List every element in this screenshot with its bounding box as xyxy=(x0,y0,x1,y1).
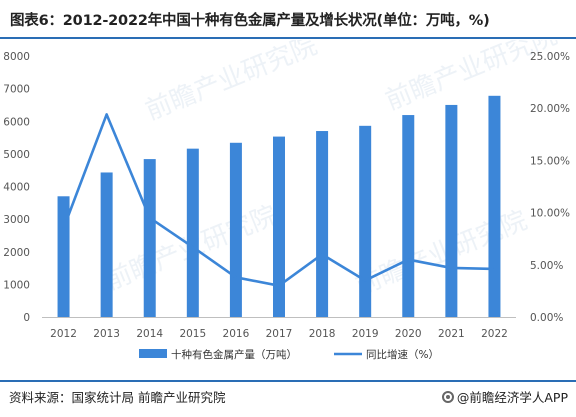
line-point xyxy=(450,266,453,270)
line-point xyxy=(105,113,108,116)
line-point xyxy=(234,276,238,279)
line-point xyxy=(407,258,410,261)
combo-chart: 前瞻产业研究院前瞻产业研究院前瞻产业研究院前瞻产业研究院010002000300… xyxy=(3,40,570,361)
x-tick-label: 2012 xyxy=(50,328,77,340)
legend-line-label: 同比增速（%） xyxy=(366,348,439,361)
bar xyxy=(143,159,156,317)
x-tick-label: 2015 xyxy=(179,328,206,340)
brand-text: @前瞻经济学人APP xyxy=(456,390,568,405)
bar xyxy=(229,142,242,317)
y-left-tick-label: 2000 xyxy=(3,247,30,259)
y-left-tick-label: 1000 xyxy=(3,279,30,291)
bar xyxy=(359,125,372,317)
legend-bar-label: 十种有色金属产量（万吨） xyxy=(171,348,297,361)
y-right-tick-label: 10.00% xyxy=(530,208,570,220)
x-tick-label: 2019 xyxy=(352,328,379,340)
bar xyxy=(402,115,415,318)
line-point xyxy=(62,227,65,230)
title-divider xyxy=(0,37,576,39)
line-point xyxy=(320,253,324,256)
y-left-tick-label: 7000 xyxy=(3,84,30,96)
brand-logo-icon xyxy=(441,390,454,403)
bar xyxy=(316,131,329,317)
bar xyxy=(100,172,113,317)
y-left-tick-label: 5000 xyxy=(3,149,30,161)
bar xyxy=(186,148,199,317)
source-note: 资料来源：国家统计局 前瞻产业研究院 xyxy=(9,390,226,405)
bar xyxy=(445,104,458,317)
x-tick-label: 2020 xyxy=(395,328,422,340)
x-tick-label: 2018 xyxy=(309,328,336,340)
y-right-tick-label: 20.00% xyxy=(530,103,570,115)
bar xyxy=(57,196,70,317)
y-left-tick-label: 4000 xyxy=(3,182,30,194)
y-right-tick-label: 5.00% xyxy=(530,260,563,272)
footer-divider xyxy=(0,380,576,382)
chart-title: 图表6：2012-2022年中国十种有色金属产量及增长状况(单位：万吨，%) xyxy=(10,13,490,29)
line-point xyxy=(148,216,151,220)
y-left-tick-label: 8000 xyxy=(3,51,30,63)
line-point xyxy=(191,245,195,249)
watermark-text: 前瞻产业研究院 xyxy=(351,205,531,301)
bar xyxy=(488,95,501,317)
line-point xyxy=(277,284,281,287)
legend-bar-swatch xyxy=(139,349,167,358)
x-tick-label: 2017 xyxy=(266,328,293,340)
bar xyxy=(273,136,285,317)
y-left-tick-label: 6000 xyxy=(3,116,30,128)
y-left-tick-label: 0 xyxy=(23,312,30,324)
brand-credit: @前瞻经济学人APP xyxy=(441,387,568,406)
y-right-tick-label: 25.00% xyxy=(530,51,570,63)
y-left-tick-label: 3000 xyxy=(3,214,30,226)
x-tick-label: 2014 xyxy=(136,328,163,340)
x-tick-label: 2013 xyxy=(93,328,120,340)
x-tick-label: 2021 xyxy=(438,328,465,340)
x-tick-label: 2022 xyxy=(481,328,508,340)
line-point xyxy=(363,279,367,282)
y-right-tick-label: 0.00% xyxy=(530,312,563,324)
x-tick-label: 2016 xyxy=(223,328,250,340)
line-point xyxy=(493,267,496,271)
y-right-tick-label: 15.00% xyxy=(530,155,570,167)
watermark-text: 前瞻产业研究院 xyxy=(141,40,321,126)
